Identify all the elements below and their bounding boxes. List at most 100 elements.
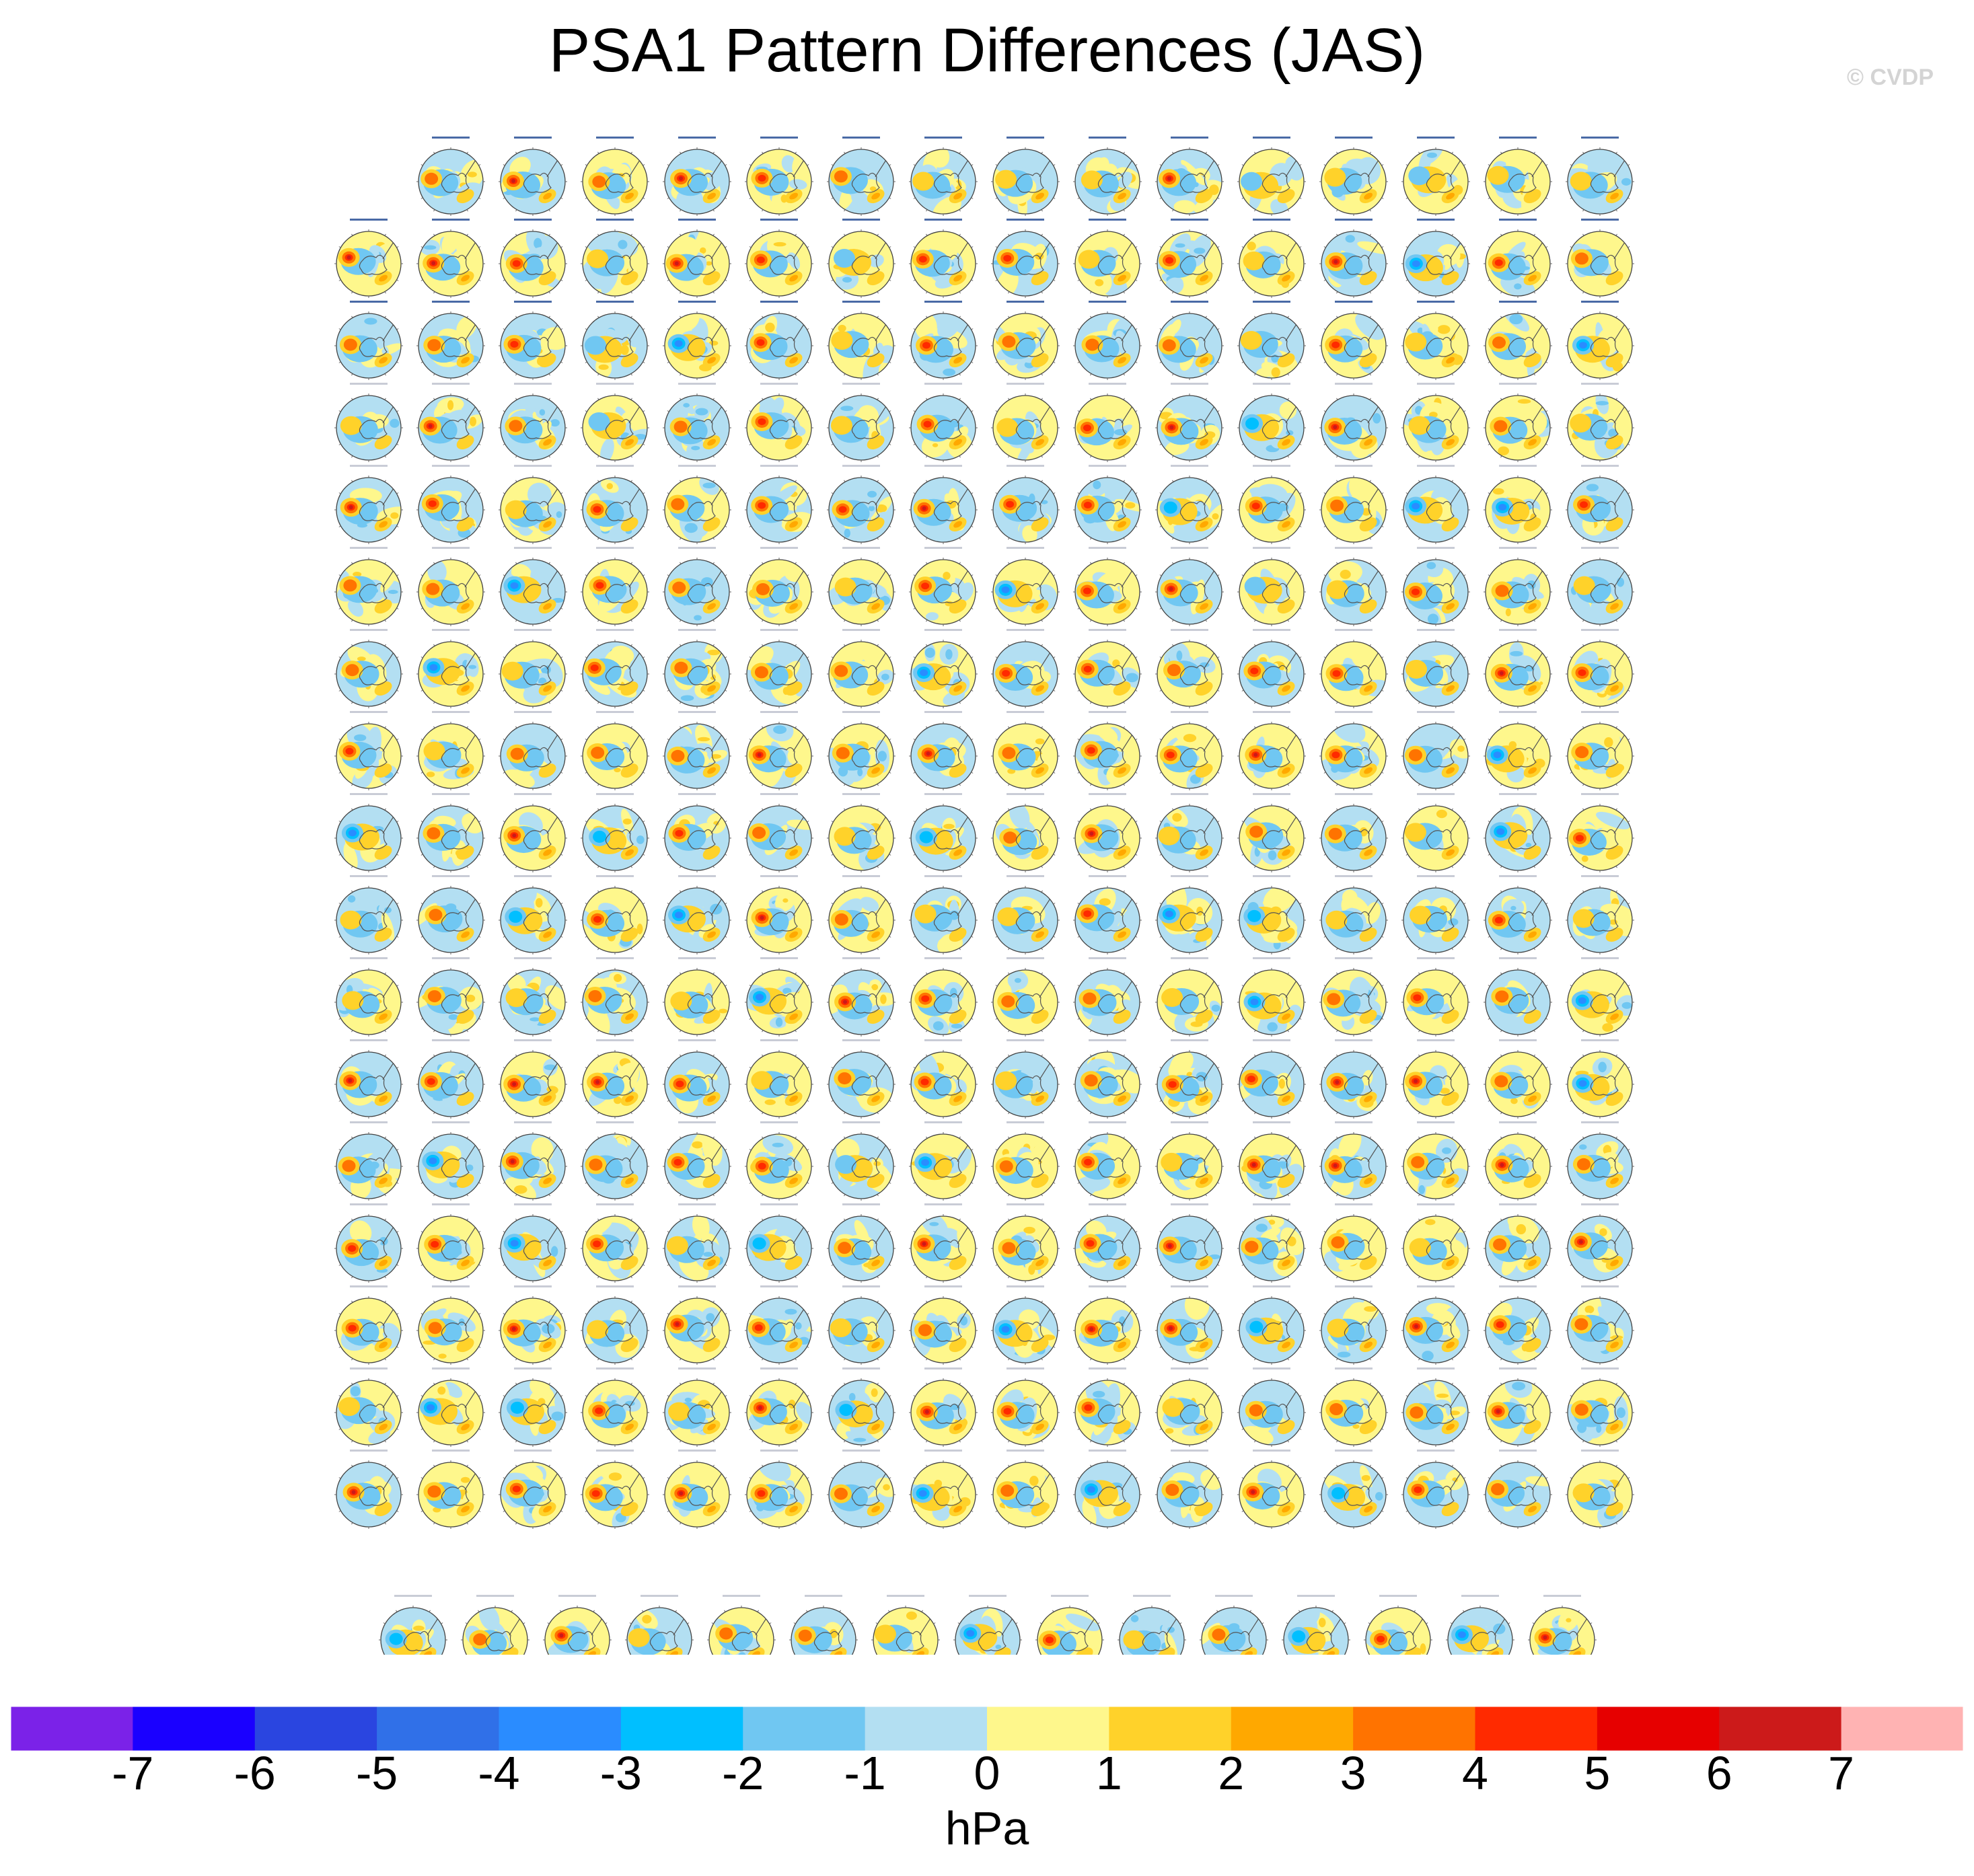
model-panel — [827, 1367, 895, 1447]
panel-title — [1417, 1367, 1455, 1370]
panel-title — [596, 137, 634, 139]
panel-title — [678, 465, 716, 467]
model-panel — [991, 875, 1060, 954]
panel-title — [596, 1450, 634, 1452]
panel-title — [1171, 957, 1208, 959]
model-panel — [1237, 1121, 1306, 1201]
model-panel — [543, 1595, 612, 1655]
model-panel — [499, 1039, 567, 1119]
colorbar-tick-label: 2 — [1218, 1747, 1244, 1799]
panel-title — [924, 957, 962, 959]
model-panel — [1073, 1367, 1142, 1447]
model-panel — [745, 711, 813, 790]
panel-title — [1253, 1203, 1290, 1205]
panel-title — [842, 1203, 880, 1205]
panel-title — [1499, 1039, 1537, 1041]
model-panel — [1484, 219, 1552, 298]
panel-title — [1499, 465, 1537, 467]
model-panel — [789, 1595, 858, 1655]
panel-title — [1581, 1039, 1619, 1041]
panel-title — [1581, 219, 1619, 221]
panel-title — [1007, 875, 1044, 877]
panel-title — [1335, 1203, 1373, 1205]
panel-title — [1171, 1285, 1208, 1287]
model-panel — [1073, 383, 1142, 462]
panel-title — [760, 1450, 798, 1452]
panel-title — [924, 1367, 962, 1370]
panel-title — [678, 1285, 716, 1287]
model-panel — [1484, 1367, 1552, 1447]
model-panel — [499, 793, 567, 872]
model-panel — [1566, 629, 1634, 708]
panel-title — [1581, 383, 1619, 385]
model-panel — [1401, 1285, 1470, 1365]
model-panel — [1319, 1450, 1388, 1529]
model-panel — [1237, 547, 1306, 626]
model-panel — [1401, 1450, 1470, 1529]
model-panel — [827, 957, 895, 1037]
model-panel — [1566, 301, 1634, 380]
model-panel — [745, 547, 813, 626]
panel-title — [1253, 1285, 1290, 1287]
model-panel — [416, 957, 485, 1037]
panel-title — [887, 1595, 924, 1597]
model-panel — [1237, 137, 1306, 216]
model-panel — [1401, 711, 1470, 790]
panel-title — [1089, 957, 1126, 959]
model-panel — [1237, 711, 1306, 790]
model-panel — [1484, 137, 1552, 216]
model-panel — [499, 1203, 567, 1283]
panel-title — [842, 1367, 880, 1370]
panel-title — [1499, 1203, 1537, 1205]
panel-title — [1007, 1285, 1044, 1287]
model-panel — [1237, 1450, 1306, 1529]
panel-title — [924, 1450, 962, 1452]
panel-title — [1417, 1203, 1455, 1205]
model-panel — [499, 875, 567, 954]
model-panel — [991, 547, 1060, 626]
model-panel — [1073, 629, 1142, 708]
panel-title — [760, 547, 798, 549]
panel-title — [596, 301, 634, 303]
panel-title — [842, 1450, 880, 1452]
panel-title — [1171, 1121, 1208, 1123]
model-panel — [1319, 465, 1388, 544]
panel-title — [514, 219, 552, 221]
model-panel — [1484, 1203, 1552, 1283]
panel-title — [350, 1121, 388, 1123]
model-panel — [1401, 547, 1470, 626]
panel-title — [1007, 219, 1044, 221]
model-panel — [1073, 1285, 1142, 1365]
model-panel — [1566, 383, 1634, 462]
panel-title — [678, 301, 716, 303]
panel-title — [596, 1039, 634, 1041]
panel-title — [596, 1367, 634, 1370]
panel-title — [760, 137, 798, 139]
model-panel — [1118, 1595, 1186, 1655]
model-panel — [416, 1121, 485, 1201]
model-panel — [745, 219, 813, 298]
model-panel — [663, 219, 731, 298]
colorbar-tick-label: -4 — [478, 1747, 519, 1799]
model-panel — [1319, 629, 1388, 708]
panel-title — [1007, 383, 1044, 385]
panel-title — [350, 1367, 388, 1370]
model-panel — [581, 1121, 649, 1201]
panel-title — [432, 219, 470, 221]
panel-title — [842, 219, 880, 221]
panel-title — [842, 629, 880, 631]
panel-title — [678, 957, 716, 959]
panel-title — [1171, 219, 1208, 221]
model-panel — [827, 137, 895, 216]
panel-title — [760, 1203, 798, 1205]
panel-title — [924, 1121, 962, 1123]
model-panel — [953, 1595, 1022, 1655]
panel-title — [1253, 465, 1290, 467]
panel-title — [596, 711, 634, 713]
colorbar-tick-label: -3 — [600, 1747, 642, 1799]
model-panel — [663, 629, 731, 708]
panel-title — [514, 547, 552, 549]
panel-title — [1499, 301, 1537, 303]
model-panel — [991, 1203, 1060, 1283]
model-panel — [334, 1203, 403, 1283]
